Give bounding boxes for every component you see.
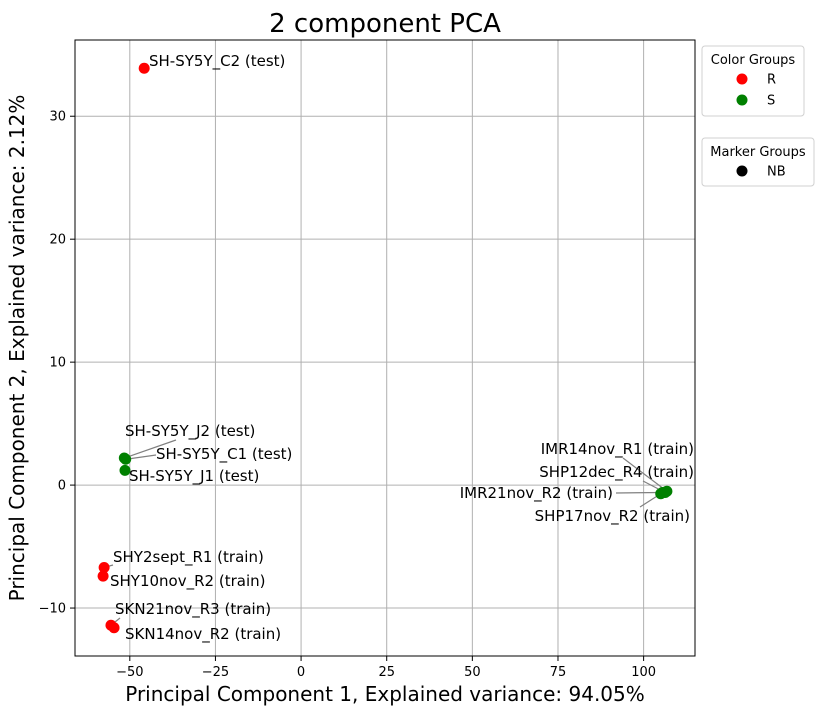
data-point: [655, 488, 667, 500]
y-axis-label: Principal Component 2, Explained varianc…: [5, 95, 29, 602]
point-label: SH-SY5Y_C1 (test): [156, 445, 292, 464]
chart-title: 2 component PCA: [269, 9, 501, 39]
point-label: SHP12dec_R4 (train): [539, 463, 694, 482]
data-point: [97, 570, 109, 582]
point-label: SH-SY5Y_J2 (test): [125, 422, 255, 441]
point-labels: SH-SY5Y_C2 (test) SH-SY5Y_J2 (test) SH-SY5…: [110, 52, 694, 644]
legend-marker: [736, 165, 748, 177]
legend-entry-label: R: [767, 73, 776, 88]
y-tick-label: 10: [49, 356, 66, 371]
data-point: [108, 622, 120, 634]
legend-box: [701, 45, 805, 117]
y-tick-label: −10: [39, 602, 66, 617]
point-label: SH-SY5Y_J1 (test): [129, 467, 259, 486]
x-tick-label: 25: [378, 665, 395, 680]
x-tick-label: 0: [297, 665, 305, 680]
y-tick-label: 0: [58, 479, 66, 494]
x-tick-label: −25: [202, 665, 229, 680]
grid: [75, 40, 695, 656]
legend-entry-label: NB: [767, 165, 786, 180]
label-connector: [615, 491, 663, 494]
point-label: IMR21nov_R2 (train): [460, 484, 613, 503]
legend-box: [701, 137, 815, 187]
point-label: SH-SY5Y_C2 (test): [149, 52, 285, 71]
label-connectors: [103, 439, 668, 626]
x-tick-label: 75: [550, 665, 567, 680]
data-point: [119, 464, 131, 476]
y-tick-label: 30: [49, 110, 66, 125]
label-connector: [124, 439, 177, 459]
point-label: SHY10nov_R2 (train): [110, 572, 265, 591]
legend-entry-label: S: [767, 94, 775, 109]
point-label: SKN21nov_R3 (train): [115, 600, 271, 619]
legend-marker: [736, 73, 748, 85]
legend-title: Marker Groups: [710, 145, 806, 160]
data-point: [98, 561, 110, 573]
data-point: [138, 62, 150, 74]
point-label: SKN14nov_R2 (train): [125, 625, 281, 644]
y-tick-label: 20: [49, 233, 66, 248]
x-tick-label: −50: [116, 665, 143, 680]
data-point: [120, 453, 132, 465]
point-label: SHY2sept_R1 (train): [113, 548, 264, 567]
x-tick-label: 100: [631, 665, 656, 680]
x-tick-label: 50: [464, 665, 481, 680]
data-points: [97, 62, 673, 634]
label-connector: [622, 457, 668, 492]
point-label: IMR14nov_R1 (train): [541, 440, 694, 459]
legends: Color Groups RS Marker Groups NB: [701, 45, 815, 187]
axis-ticks: −50 −25 0 25 50 75 100 −10 0 10 20 30: [39, 110, 656, 680]
point-label: SHP17nov_R2 (train): [535, 507, 690, 526]
legend-marker: [736, 94, 748, 106]
legend-title: Color Groups: [711, 53, 796, 68]
x-axis-label: Principal Component 1, Explained varianc…: [125, 682, 645, 706]
plot-frame: [74, 39, 696, 657]
